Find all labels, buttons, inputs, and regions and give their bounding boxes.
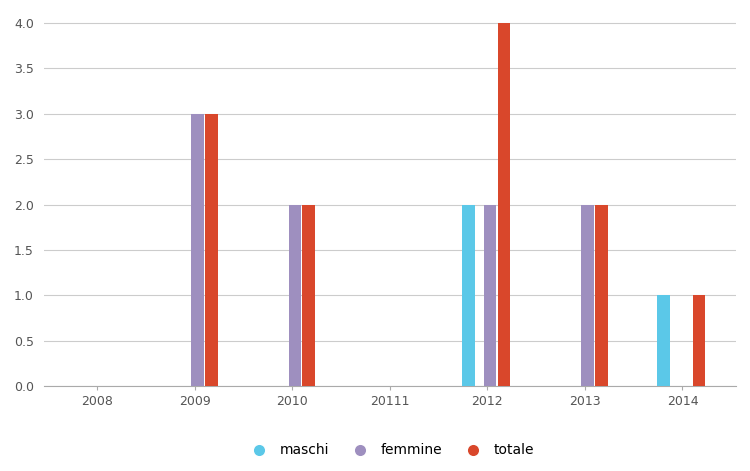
Bar	[302, 204, 315, 386]
Bar	[484, 204, 496, 386]
Bar	[289, 204, 302, 386]
Bar	[462, 204, 475, 386]
Bar	[191, 114, 204, 386]
Bar	[595, 204, 608, 386]
Bar	[657, 295, 670, 386]
Bar	[497, 23, 510, 386]
Bar	[205, 114, 218, 386]
Legend: maschi, femmine, totale: maschi, femmine, totale	[240, 438, 540, 463]
Bar	[581, 204, 594, 386]
Bar	[692, 295, 705, 386]
